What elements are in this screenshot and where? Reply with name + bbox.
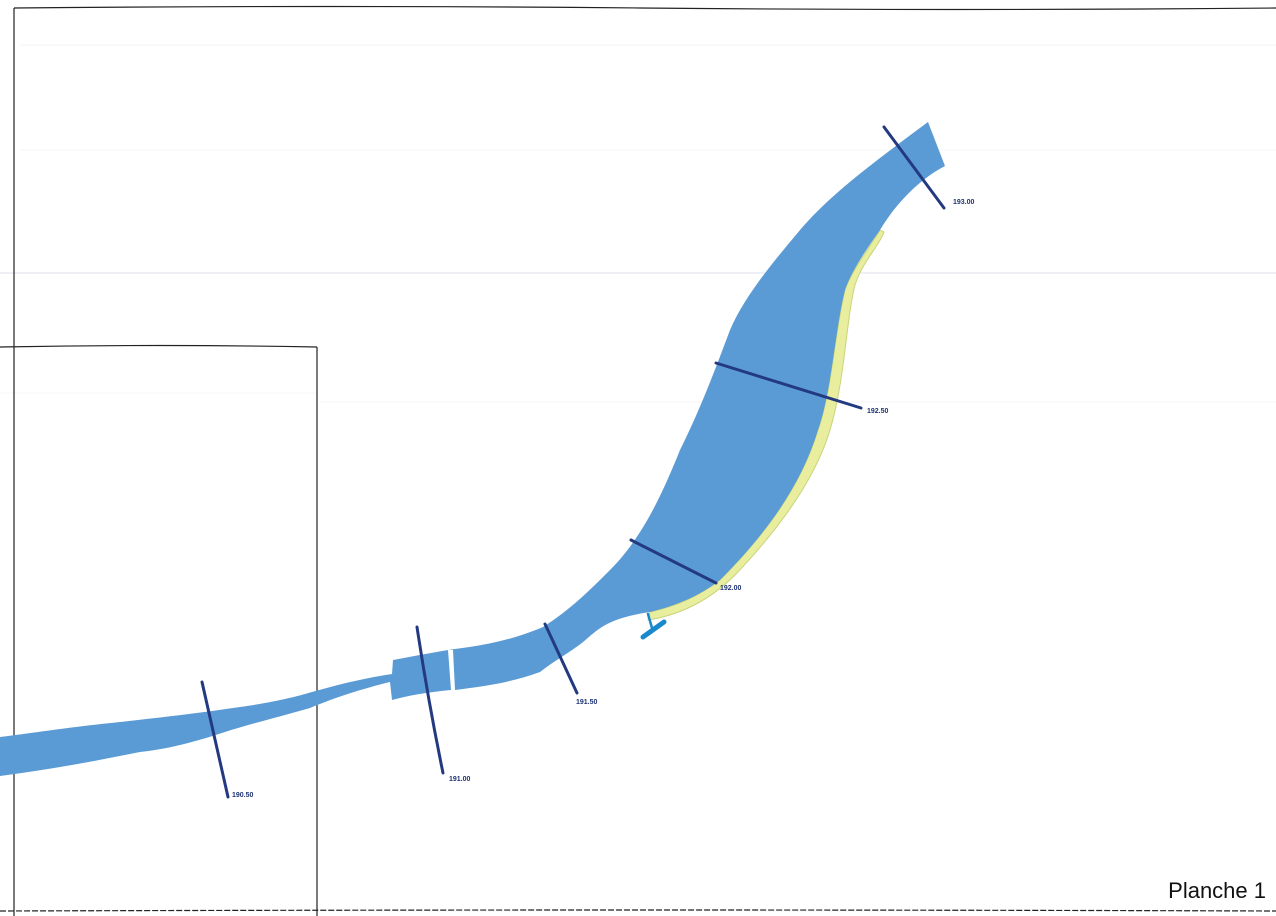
profile-193-00-label: 193.00: [953, 199, 975, 206]
profile-191-50-label: 191.50: [576, 699, 598, 706]
sheet-title: Planche 1: [1168, 878, 1266, 903]
river-channel: [0, 122, 945, 776]
profile-191-00-label: 191.00: [449, 776, 471, 783]
cross-sections: [200, 125, 946, 799]
profile-192-50-label: 192.50: [867, 408, 889, 415]
map-frame: [0, 5, 1276, 916]
profile-192-00-label: 192.00: [720, 585, 742, 592]
frame-bottom-border: [0, 909, 1276, 912]
profile-192-50-line: [714, 361, 863, 410]
profile-191-50-line: [543, 622, 579, 695]
profile-190-50-label: 190.50: [232, 792, 254, 799]
faded-background-grid: [0, 44, 1276, 403]
profile-190-50-line: [200, 680, 230, 799]
inset-top-border: [0, 344, 318, 348]
profile-193-00-line: [882, 125, 946, 210]
profile-191-00-line: [415, 625, 445, 775]
outfall-marker: [640, 612, 667, 640]
profile-labels: 190.50 191.00 191.50 192.00 192.50 193.0…: [232, 199, 975, 799]
frame-top-border: [13, 5, 1276, 11]
profile-192-00-line: [629, 538, 718, 585]
